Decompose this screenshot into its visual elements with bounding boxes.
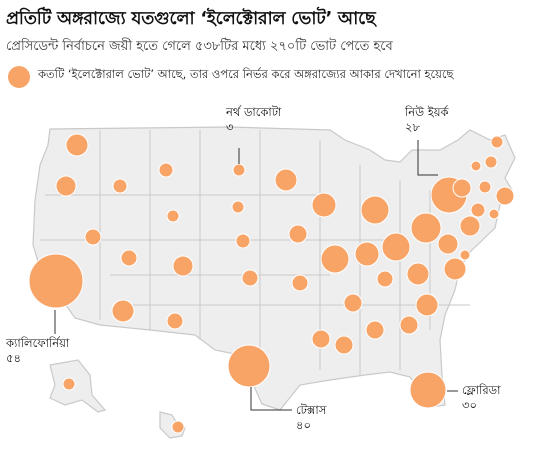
state-bubble [443, 257, 467, 281]
state-bubble [478, 180, 492, 194]
new-york-callout: নিউ ইয়র্ক ২৮ [405, 105, 449, 135]
state-bubble [437, 233, 459, 255]
florida-name: ফ্লোরিডা [462, 383, 501, 397]
state-bubbles [28, 133, 515, 434]
state-bubble [470, 202, 486, 218]
state-bubble [291, 274, 309, 292]
state-bubble [288, 224, 308, 244]
state-bubble [235, 233, 251, 249]
state-bubble [55, 175, 77, 197]
new-york-votes: ২৮ [405, 120, 420, 134]
state-bubble [365, 320, 385, 340]
new-york-name: নিউ ইয়র্ক [405, 105, 449, 119]
state-bubble [172, 255, 194, 277]
california-bubble [28, 253, 84, 309]
north-dakota-votes: ৩ [226, 120, 234, 134]
state-bubble [381, 232, 411, 262]
state-bubble [495, 186, 515, 206]
state-bubble [410, 212, 442, 244]
state-bubble [311, 329, 331, 349]
legend-bubble-icon [8, 66, 30, 88]
state-bubble [452, 178, 472, 198]
legend-text: কতটি ‘ইলেক্টোরাল ভোট’ আছে, তার ওপরে নির্… [38, 67, 454, 81]
north-dakota-bubble [232, 163, 246, 177]
state-bubble [166, 209, 180, 223]
state-bubble [111, 299, 135, 323]
alaska-outline [49, 359, 107, 413]
state-bubble [320, 244, 350, 274]
state-bubble [274, 168, 298, 192]
state-bubble [112, 178, 128, 194]
state-bubble [459, 215, 481, 237]
state-bubble [311, 192, 337, 218]
state-bubble [166, 312, 184, 330]
page-title: প্রতিটি অঙ্গরাজ্যে যতগুলো ‘ইলেক্টোরাল ভো… [6, 9, 376, 29]
state-bubble [399, 315, 419, 335]
new-york-leader [417, 140, 438, 176]
hawaii-bubble [171, 420, 185, 434]
state-bubble [406, 262, 430, 286]
florida-votes: ৩০ [462, 398, 477, 412]
state-bubble [334, 335, 354, 355]
state-bubble [241, 269, 259, 287]
state-bubble [360, 195, 390, 225]
state-bubble [231, 200, 245, 214]
us-mainland-outline [32, 126, 516, 411]
north-dakota-callout: নর্থ ডাকোটা ৩ [226, 105, 281, 135]
state-bubble [490, 135, 504, 149]
state-bubble [459, 249, 471, 261]
state-bubble [376, 270, 394, 288]
state-bubble [488, 208, 500, 220]
state-bubble [484, 155, 498, 169]
alaska-bubble [62, 377, 76, 391]
state-bubble [415, 293, 439, 317]
texas-name: টেক্সাস [296, 403, 327, 417]
page-subtitle: প্রেসিডেন্ট নির্বাচনে জয়ী হতে গেলে ৫৩৮ট… [6, 39, 393, 54]
california-votes: ৫৪ [6, 351, 21, 365]
california-callout: ক্যালিফোর্নিয়া ৫৪ [6, 336, 69, 366]
north-dakota-name: নর্থ ডাকোটা [226, 105, 282, 119]
state-bubble [84, 228, 102, 246]
florida-bubble [409, 371, 447, 409]
state-bubble [120, 249, 138, 267]
texas-leader [250, 387, 292, 411]
state-bubble [470, 160, 482, 172]
california-name: ক্যালিফোর্নিয়া [6, 336, 70, 350]
texas-bubble [227, 344, 271, 388]
leader-lines [54, 140, 458, 411]
texas-votes: ৪০ [296, 418, 311, 432]
state-bubble [158, 162, 174, 178]
state-bubble [65, 133, 89, 157]
florida-callout: ফ্লোরিডা ৩০ [462, 383, 500, 413]
state-bubble [343, 293, 363, 313]
texas-callout: টেক্সাস ৪০ [296, 403, 326, 433]
state-bubble [354, 241, 380, 267]
